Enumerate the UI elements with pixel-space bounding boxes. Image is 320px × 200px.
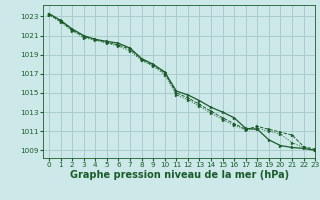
X-axis label: Graphe pression niveau de la mer (hPa): Graphe pression niveau de la mer (hPa) [70,170,289,180]
